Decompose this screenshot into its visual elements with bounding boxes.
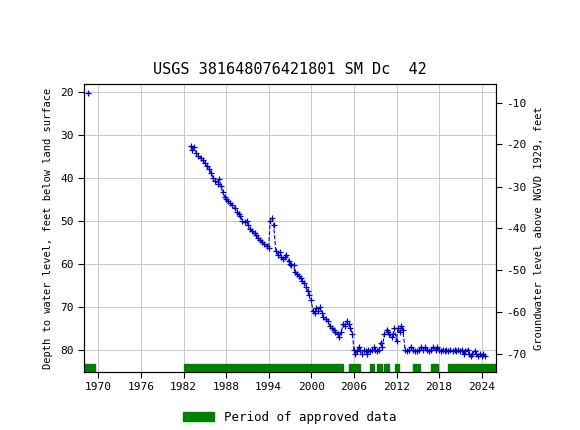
Text: ≡USGS: ≡USGS bbox=[9, 12, 79, 29]
Bar bbox=[183, 364, 343, 372]
Bar bbox=[385, 364, 389, 372]
Y-axis label: Depth to water level, feet below land surface: Depth to water level, feet below land su… bbox=[44, 87, 53, 369]
Bar bbox=[349, 364, 360, 372]
Bar bbox=[84, 364, 95, 372]
Bar bbox=[430, 364, 438, 372]
Bar bbox=[413, 364, 420, 372]
Legend: Period of approved data: Period of approved data bbox=[178, 406, 402, 429]
Y-axis label: Groundwater level above NGVD 1929, feet: Groundwater level above NGVD 1929, feet bbox=[534, 106, 543, 350]
Bar bbox=[378, 364, 382, 372]
Bar bbox=[395, 364, 400, 372]
Bar bbox=[448, 364, 496, 372]
Title: USGS 381648076421801 SM Dc  42: USGS 381648076421801 SM Dc 42 bbox=[153, 62, 427, 77]
Bar bbox=[370, 364, 375, 372]
